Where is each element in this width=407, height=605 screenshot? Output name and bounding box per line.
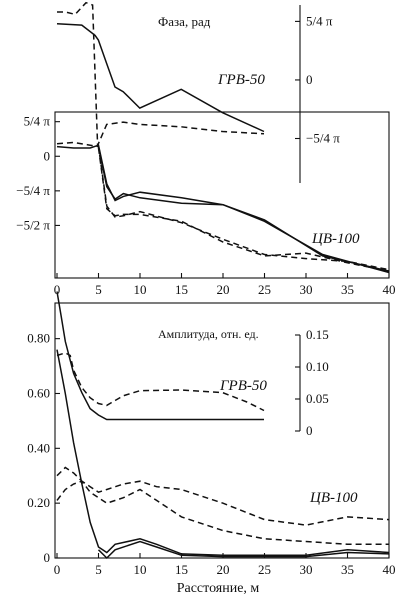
y-tick-label: 0.60: [27, 385, 50, 400]
x-tick-label: 10: [134, 282, 147, 297]
x-tick-label: 30: [300, 562, 313, 577]
x-tick-label: 25: [258, 562, 271, 577]
y-tick-label: −5/4 π: [16, 183, 50, 198]
series-line-dashed-4: [97, 147, 390, 272]
x-tick-label: 35: [341, 562, 354, 577]
phase-grv50-panel: Фаза, рад 5/4 π 0 −5/4 π ГРВ-50: [56, 1, 340, 183]
y-tick-label: 0.20: [27, 495, 50, 510]
x-tick-label: 0: [54, 562, 61, 577]
series-line-solid-1: [56, 22, 265, 133]
x-tick-label: 0: [54, 282, 61, 297]
x-tick-label: 20: [217, 562, 230, 577]
y-tick-label: −5/4 π: [306, 131, 340, 146]
amplitude-cv100-frame: [54, 302, 390, 559]
x-tick-label: 40: [383, 282, 396, 297]
amplitude-cv100-panel: 0.80 0.60 0.40 0.20 0 0 5 10 15 20 25 30 35 40 ЦВ-10…: [27, 302, 396, 596]
phase-title: Фаза, рад: [158, 14, 211, 29]
x-tick-label: 35: [341, 282, 354, 297]
series-line-solid-1: [56, 291, 264, 421]
amplitude-grv50-panel: Амплитуда, отн. ед. 0.15 0.10 0.05 0 ГРВ-50: [56, 291, 329, 438]
x-tick-label: 15: [175, 562, 188, 577]
phase-cv100-series-label: ЦВ-100: [311, 231, 360, 247]
y-tick-label: 5/4 π: [306, 13, 333, 28]
y-tick-label: 0.40: [27, 440, 50, 455]
x-tick-label: 5: [95, 282, 102, 297]
series-line-dashed-4: [56, 466, 389, 546]
y-tick-label: 0: [306, 423, 313, 438]
x-tick-label: 20: [217, 282, 230, 297]
series-line-solid-1: [56, 349, 390, 557]
series-line-solid-2: [97, 146, 390, 274]
y-tick-label: 0.80: [27, 331, 50, 346]
y-tick-label: 0.10: [306, 359, 329, 374]
amplitude-title: Амплитуда, отн. ед.: [158, 327, 259, 341]
x-tick-label: 15: [175, 282, 188, 297]
phase-cv100-panel: 5/4 π 0 −5/4 π −5/2 π 0 5 10 15 20 25 30 35 40 ЦВ-1…: [16, 111, 396, 297]
x-tick-label: 10: [134, 562, 147, 577]
y-tick-label: 0: [44, 148, 51, 163]
x-tick-label: 25: [258, 282, 271, 297]
series-line-solid-2: [97, 540, 390, 560]
x-axis-label: Расстояние, м: [177, 581, 260, 596]
x-tick-label: 5: [95, 562, 102, 577]
y-tick-label: 0: [306, 72, 313, 87]
phase-grv50-series-label: ГРВ-50: [217, 72, 265, 88]
series-line-dashed-3: [56, 141, 390, 271]
x-tick-label: 30: [300, 282, 313, 297]
series-line-dashed-2: [57, 1, 265, 146]
series-line-solid-1: [56, 144, 390, 272]
amplitude-cv100-series-label: ЦВ-100: [309, 490, 358, 506]
series-line-dashed-2: [56, 352, 265, 412]
x-tick-label: 40: [383, 562, 396, 577]
phase-cv100-frame: [54, 111, 390, 279]
y-tick-label: 0.15: [306, 327, 329, 342]
y-tick-label: 0: [44, 550, 51, 565]
amplitude-grv50-series-label: ГРВ-50: [219, 378, 267, 394]
y-tick-label: 0.05: [306, 391, 329, 406]
y-tick-label: 5/4 π: [24, 114, 51, 129]
y-tick-label: −5/2 π: [16, 217, 50, 232]
